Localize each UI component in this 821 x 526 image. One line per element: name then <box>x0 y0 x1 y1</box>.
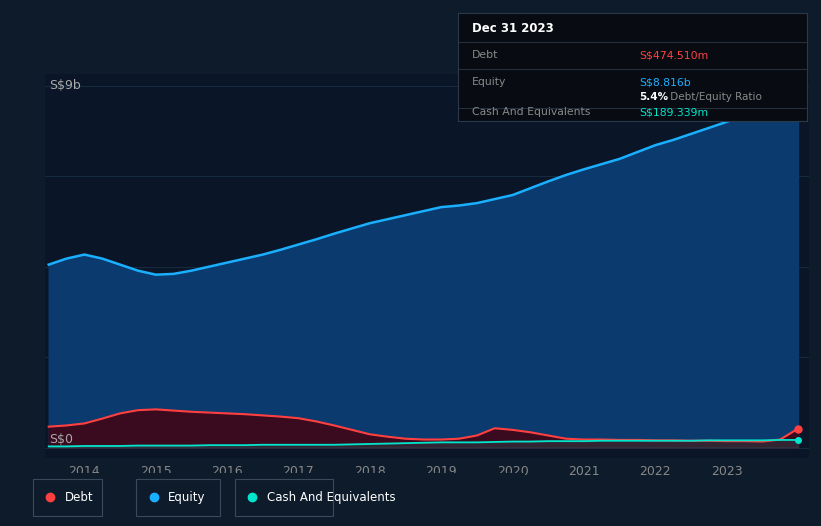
Text: S$189.339m: S$189.339m <box>640 107 709 117</box>
Text: 5.4%: 5.4% <box>640 92 668 102</box>
Text: Cash And Equivalents: Cash And Equivalents <box>267 491 396 503</box>
Text: Equity: Equity <box>472 77 507 87</box>
FancyBboxPatch shape <box>235 479 333 515</box>
Text: Debt/Equity Ratio: Debt/Equity Ratio <box>667 92 763 102</box>
Text: Debt: Debt <box>65 491 94 503</box>
Text: Equity: Equity <box>168 491 206 503</box>
FancyBboxPatch shape <box>136 479 220 515</box>
Text: S$474.510m: S$474.510m <box>640 50 709 60</box>
Text: S$8.816b: S$8.816b <box>640 77 691 87</box>
Text: S$9b: S$9b <box>48 79 80 92</box>
Text: S$0: S$0 <box>48 432 73 446</box>
Text: Debt: Debt <box>472 50 498 60</box>
Text: Cash And Equivalents: Cash And Equivalents <box>472 107 590 117</box>
FancyBboxPatch shape <box>33 479 102 515</box>
Text: Dec 31 2023: Dec 31 2023 <box>472 22 554 35</box>
